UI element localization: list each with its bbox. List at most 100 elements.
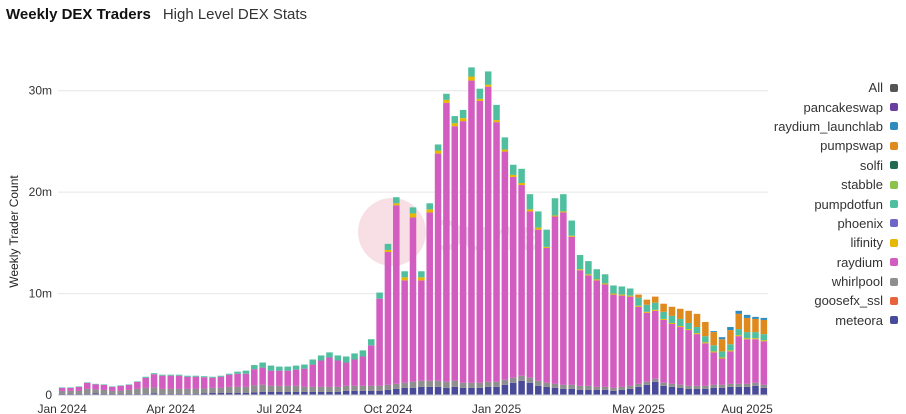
bar-segment-lifinity: [509, 174, 517, 177]
bar-segment-meteora: [626, 388, 634, 395]
bar-segment-lifinity: [593, 279, 601, 281]
bar-segment-lifinity: [743, 338, 751, 340]
bar-segment-pumpdotfun: [209, 376, 216, 378]
bar-segment-meteora: [668, 386, 676, 395]
bar-segment-raydium: [342, 362, 350, 386]
legend-swatch: [890, 277, 898, 286]
bar-segment-lifinity: [618, 294, 626, 296]
bar-week: [677, 308, 684, 395]
bar-segment-lifinity: [710, 351, 717, 353]
bar-segment-pumpdotfun: [292, 365, 300, 370]
bar-segment-whirlpool: [393, 383, 400, 389]
bar-week: [276, 366, 283, 395]
bar-segment-pumpdotfun: [451, 116, 459, 124]
bar-segment-pumpdotfun: [175, 374, 183, 376]
bar-segment-raydium: [727, 351, 734, 384]
bar-segment-pumpdotfun: [493, 104, 500, 121]
bar-segment-raydium: [668, 324, 676, 384]
bar-segment-pumpdotfun: [134, 381, 141, 382]
bar-segment-meteora: [58, 393, 66, 395]
bar-segment-meteora: [501, 384, 509, 395]
legend-swatch: [890, 103, 898, 112]
bar-segment-whirlpool: [509, 377, 517, 383]
bar-segment-lifinity: [535, 227, 542, 230]
bar-segment-whirlpool: [67, 390, 74, 394]
bar-week: [702, 321, 709, 395]
bar-segment-pumpdotfun: [367, 339, 375, 346]
bar-week: [526, 194, 534, 395]
bar-segment-raydium: [367, 345, 375, 386]
bar-segment-whirlpool: [484, 381, 492, 387]
bar-segment-raydium: [426, 212, 433, 381]
bar-segment-lifinity: [576, 269, 584, 271]
legend-item[interactable]: whirlpool: [686, 272, 906, 291]
bar-week: [200, 376, 208, 395]
bar-segment-raydium: [292, 369, 300, 386]
bar-week: [418, 271, 425, 395]
bar-segment-meteora: [142, 393, 149, 395]
bar-segment-pumpdotfun: [468, 67, 475, 77]
bar-segment-whirlpool: [660, 382, 667, 386]
bar-segment-whirlpool: [535, 380, 542, 386]
bar-segment-whirlpool: [342, 385, 350, 391]
legend-item[interactable]: meteora: [686, 311, 906, 330]
legend-item[interactable]: lifinity: [686, 233, 906, 252]
bar-segment-meteora: [752, 385, 759, 395]
bar-segment-whirlpool: [159, 388, 166, 394]
bar-segment-meteora: [134, 393, 141, 395]
legend-item[interactable]: pumpswap: [686, 136, 906, 155]
bar-segment-raydium: [234, 373, 241, 387]
bar-segment-whirlpool: [192, 388, 200, 394]
bar-segment-meteora: [326, 391, 333, 395]
bar-segment-meteora: [225, 392, 233, 395]
bar-segment-pumpdotfun: [376, 292, 383, 299]
legend-item[interactable]: pancakeswap: [686, 97, 906, 116]
bar-week: [393, 197, 400, 395]
legend-item[interactable]: goosefx_ssl: [686, 291, 906, 310]
bar-week: [752, 316, 759, 395]
bar-segment-raydium: [568, 236, 575, 385]
bar-segment-pumpswap: [710, 332, 717, 346]
bar-segment-whirlpool: [576, 385, 584, 390]
bar-segment-raydium: [150, 374, 158, 388]
bar-segment-raydium: [626, 296, 634, 386]
legend-item[interactable]: raydium_launchlab: [686, 117, 906, 136]
bar-week: [117, 385, 124, 395]
bar-segment-pumpdotfun: [92, 383, 99, 385]
bar-segment-whirlpool: [635, 383, 642, 387]
bar-segment-pumpdotfun: [125, 384, 133, 385]
legend-item[interactable]: solfi: [686, 156, 906, 175]
bar-segment-pumpdotfun: [150, 373, 158, 375]
bar-week: [576, 255, 584, 395]
bar-week: [251, 365, 258, 395]
bar-segment-pumpswap: [668, 306, 676, 316]
bar-segment-pumpswap: [677, 308, 684, 319]
bar-week: [710, 331, 717, 395]
bar-segment-pumpdotfun: [501, 137, 509, 150]
legend-item[interactable]: phoenix: [686, 214, 906, 233]
bar-week: [317, 355, 325, 395]
bar-week: [426, 203, 433, 395]
bar-segment-raydium: [276, 370, 283, 386]
bar-segment-whirlpool: [75, 390, 83, 394]
bar-segment-whirlpool: [601, 386, 609, 390]
bar-segment-meteora: [167, 393, 175, 395]
bar-segment-lifinity: [685, 329, 692, 331]
legend-item[interactable]: All: [686, 78, 906, 97]
bar-segment-raydium: [493, 122, 500, 382]
bar-segment-raydium: [225, 374, 233, 387]
legend-label: pumpswap: [820, 138, 883, 154]
bar-segment-pumpdotfun: [476, 88, 484, 99]
bar-segment-pumpdotfun: [593, 269, 601, 280]
legend-swatch: [890, 83, 898, 92]
bar-segment-pumpdotfun: [677, 318, 684, 327]
bar-segment-meteora: [593, 389, 601, 395]
legend-item[interactable]: raydium: [686, 253, 906, 272]
legend-item[interactable]: pumpdotfun: [686, 194, 906, 213]
legend-label: meteora: [835, 312, 883, 328]
bar-segment-lifinity: [568, 235, 575, 237]
bar-segment-pumpswap: [651, 296, 659, 303]
bar-segment-meteora: [551, 387, 559, 395]
legend-item[interactable]: stabble: [686, 175, 906, 194]
bar-segment-whirlpool: [593, 386, 601, 390]
